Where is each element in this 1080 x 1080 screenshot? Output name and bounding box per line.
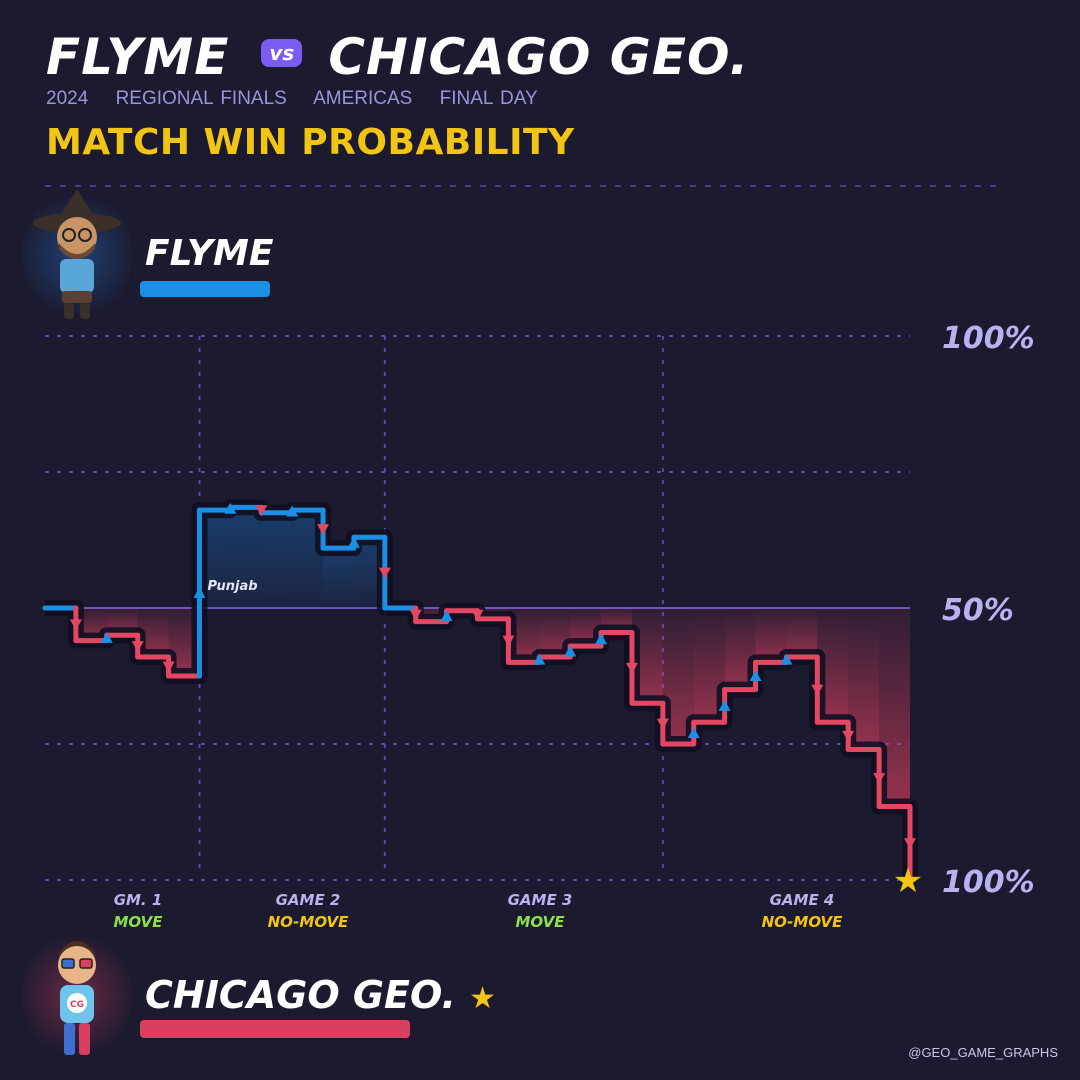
subtitle-year: 2024 <box>46 88 89 109</box>
subtitle-stage: REGIONAL FINALS <box>115 88 287 109</box>
flyme-round-win-marker <box>780 653 793 665</box>
area-segment-flyme <box>323 548 354 608</box>
chicago-round-win-marker <box>904 838 916 850</box>
chicago-geo-avatar: CG <box>22 925 132 1065</box>
flyme-round-win-marker <box>595 633 608 645</box>
team-b-title: CHICAGO GEO. <box>328 28 750 86</box>
y-label-bottom: 100% <box>942 865 1035 900</box>
game-mode-label: MOVE <box>516 913 566 931</box>
flyme-round-win-marker <box>718 699 731 711</box>
subtitle-region: AMERICAS <box>313 88 413 109</box>
flyme-round-win-marker <box>193 587 206 599</box>
bottom-team-color-bar <box>140 1020 410 1038</box>
area-segment-chicago <box>786 608 818 657</box>
flyme-round-win-marker <box>347 536 360 548</box>
flyme-round-win-marker <box>564 645 577 657</box>
game-mode-label: NO-MOVE <box>762 913 844 931</box>
chicago-round-win-marker <box>255 505 268 517</box>
chicago-round-win-marker <box>131 641 144 653</box>
game-label: GAME 4 <box>770 891 835 909</box>
annotation-label: Punjab <box>207 579 257 594</box>
top-team-color-bar <box>140 281 270 297</box>
bottom-team-name: CHICAGO GEO. ★ <box>145 973 496 1017</box>
chart-heading: MATCH WIN PROBABILITY <box>46 122 575 163</box>
game-label: GAME 3 <box>508 891 573 909</box>
flyme-round-win-marker <box>440 610 453 622</box>
y-label-top: 100% <box>942 321 1035 356</box>
chicago-round-win-marker <box>625 662 638 674</box>
subtitle-day: FINAL DAY <box>439 88 538 109</box>
flyme-round-win-marker <box>687 727 700 739</box>
chicago-round-win-marker <box>656 718 669 730</box>
chicago-round-win-marker <box>378 567 391 579</box>
chicago-geo-avatar-icon: CG <box>58 941 96 1055</box>
chicago-round-win-marker <box>409 609 422 621</box>
flyme-round-win-marker <box>749 670 762 681</box>
match-title: FLYME vs CHICAGO GEO. <box>46 28 749 86</box>
game-mode-label: NO-MOVE <box>268 913 350 931</box>
flyme-round-win-marker <box>533 653 546 665</box>
flyme-avatar <box>22 185 132 325</box>
bottom-team-label: CHICAGO GEO. <box>145 973 456 1017</box>
chicago-round-win-marker <box>471 609 484 621</box>
credit-handle: @GEO_GAME_GRAPHS <box>908 1045 1058 1060</box>
flyme-round-win-marker <box>100 631 113 643</box>
event-subtitle: 2024 REGIONAL FINALS AMERICAS FINAL DAY <box>46 88 558 110</box>
chicago-round-win-marker <box>842 730 855 742</box>
chicago-round-win-marker <box>162 661 175 673</box>
game-label: GM. 1 <box>114 891 163 909</box>
team-a-title: FLYME <box>46 28 230 86</box>
chicago-round-win-marker <box>873 773 886 784</box>
winner-star-icon: ★ <box>469 981 497 1016</box>
chicago-round-win-marker <box>502 635 515 647</box>
game-mode-label: MOVE <box>114 913 164 931</box>
flyme-round-win-marker <box>286 505 299 517</box>
flyme-round-win-marker <box>224 502 237 514</box>
vs-badge: vs <box>261 39 303 67</box>
svg-text:CG: CG <box>70 1000 84 1010</box>
line-shadow <box>45 499 918 880</box>
top-team-name: FLYME <box>145 233 274 274</box>
chicago-round-win-marker <box>69 619 82 631</box>
game-label: GAME 2 <box>276 891 341 909</box>
chicago-round-win-marker <box>317 524 330 536</box>
y-label-mid: 50% <box>942 593 1014 628</box>
area-segment-flyme <box>261 512 293 608</box>
flyme-avatar-icon <box>33 189 121 319</box>
chicago-round-win-marker <box>811 684 824 696</box>
area-segment-flyme <box>230 507 262 608</box>
winner-star-icon: ★ <box>893 861 923 901</box>
